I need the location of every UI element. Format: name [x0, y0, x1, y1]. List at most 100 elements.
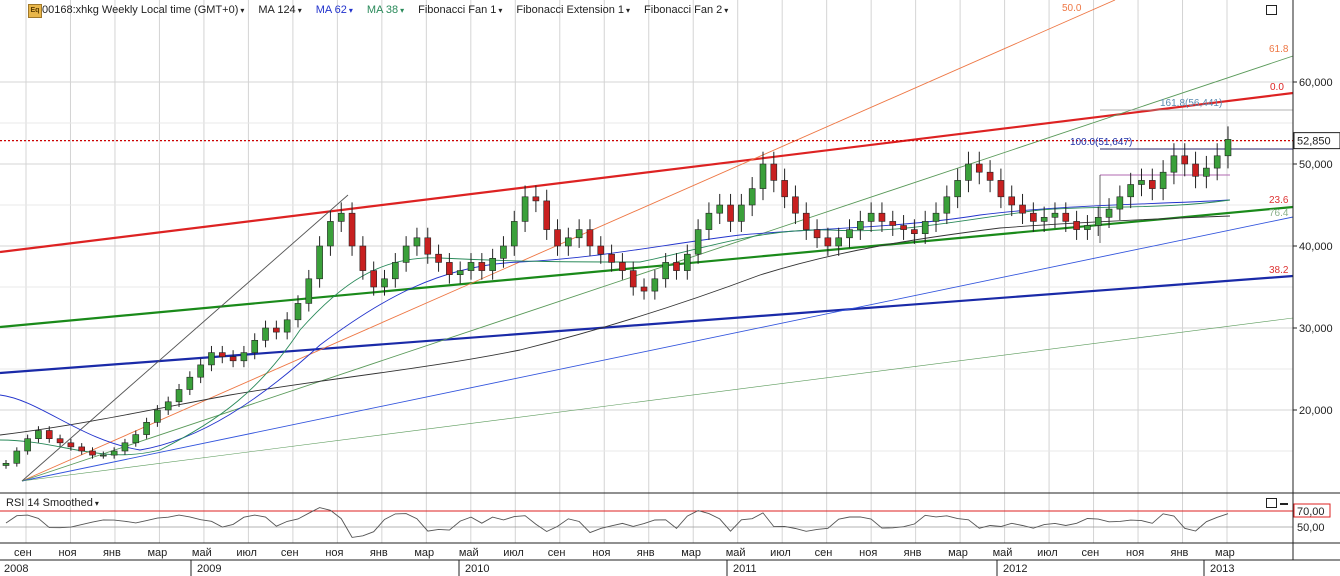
fib-label-ext-100: 100.0(51,647) [1070, 137, 1132, 148]
candle-body [175, 389, 183, 403]
candle-body [78, 446, 85, 452]
candle-body [294, 303, 302, 321]
month-label: мар [1215, 547, 1235, 559]
ma-124-line [0, 215, 1231, 436]
candle-body [413, 237, 421, 247]
candle-body [1094, 217, 1102, 226]
moving-averages [0, 199, 1231, 456]
candle-body [208, 352, 215, 366]
candle-body [619, 262, 626, 271]
candle-body [965, 163, 972, 181]
candle-body [359, 245, 367, 271]
maximize-main-icon[interactable] [1266, 5, 1277, 15]
candle-body [727, 204, 734, 222]
candle-body [435, 253, 442, 263]
fib-fan-blue-line [0, 274, 1294, 375]
candle-body [824, 237, 832, 247]
candle-body [1116, 196, 1124, 210]
candle-body [943, 196, 951, 214]
candle-body [1062, 212, 1070, 222]
candle-body [489, 257, 496, 271]
candle-body [683, 253, 691, 271]
candle-body [1203, 167, 1210, 177]
indicator-ma62[interactable]: MA 62 ▾ [315, 4, 353, 16]
candle-body [240, 352, 248, 362]
indicator-ma124[interactable]: MA 124 ▾ [258, 4, 302, 16]
price-tick-label: 30,000 [1299, 323, 1333, 335]
candle-body [975, 163, 983, 173]
candle-body [121, 442, 129, 452]
candle-body [1127, 184, 1134, 198]
candle-body [500, 245, 507, 259]
grid [0, 0, 1293, 543]
candle-body [673, 262, 680, 271]
rsi-line [5, 507, 1229, 538]
candle-body [305, 278, 313, 304]
candle-body [575, 229, 583, 239]
candle-body [154, 409, 161, 423]
candle-body [446, 262, 453, 275]
candle-body [273, 327, 280, 333]
candle-body [835, 237, 842, 247]
candle-body [1040, 217, 1048, 222]
chart-header: 00168:xhkg Weekly Local time (GMT+0) ▾ MA… [42, 2, 742, 18]
candle-body [694, 229, 702, 255]
indicator-fib-extension-1[interactable]: Fibonacci Extension 1 ▾ [516, 4, 631, 16]
candle-body [381, 278, 388, 288]
month-label: янв [904, 547, 922, 559]
candle-body [424, 237, 432, 255]
price-tick-label: 40,000 [1299, 241, 1333, 253]
candle-body [1008, 196, 1016, 206]
candle-body [1192, 163, 1199, 177]
rsi-title[interactable]: RSI 14 Smoothed ▾ [6, 497, 99, 509]
candle-body [932, 212, 940, 222]
candle-body [629, 270, 637, 288]
fib-label-382: 38.2 [1269, 265, 1289, 276]
candle-body [1138, 180, 1145, 185]
candle-body [56, 438, 64, 444]
candle-body [164, 401, 172, 411]
month-label: сен [281, 547, 299, 559]
month-label: сен [1082, 547, 1100, 559]
candle-body [586, 229, 594, 247]
candle-body [89, 450, 96, 456]
indicator-ma38[interactable]: MA 38 ▾ [366, 4, 405, 16]
month-label: мар [681, 547, 701, 559]
candle-body [13, 450, 21, 464]
month-label: янв [370, 547, 388, 559]
indicator-fib-fan-1[interactable]: Fibonacci Fan 1 ▾ [418, 4, 503, 16]
candle-body [954, 180, 961, 198]
fib-fan-black-line [21, 194, 349, 482]
indicator-fib-fan-2[interactable]: Fibonacci Fan 2 ▾ [644, 4, 729, 16]
fib-fan-618-line [21, 55, 1294, 482]
candle-body [35, 430, 42, 439]
month-label: ноя [325, 547, 343, 559]
symbol-label[interactable]: 00168:xhkg Weekly Local time (GMT+0) ▾ [42, 4, 245, 16]
candle-body [857, 221, 864, 230]
candle-body [608, 253, 615, 263]
candle-body [781, 180, 788, 198]
fib-label-618: 61.8 [1269, 44, 1289, 55]
candle-body [100, 454, 107, 457]
candle-body [1224, 139, 1232, 157]
candle-body [521, 196, 529, 222]
candle-body [597, 245, 605, 255]
price-tick-label: 60,000 [1299, 77, 1333, 89]
candle-body [543, 200, 551, 230]
candle-body [532, 196, 540, 202]
year-label: 2012 [1003, 563, 1027, 575]
candle-body [24, 438, 31, 452]
candle-body [1105, 208, 1113, 218]
month-label: май [993, 547, 1013, 559]
candle-body [770, 163, 778, 181]
minimize-rsi-icon[interactable] [1280, 503, 1288, 505]
month-label: янв [1171, 547, 1189, 559]
year-label: 2009 [197, 563, 221, 575]
candle-body [1170, 155, 1178, 173]
year-label: 2008 [4, 563, 28, 575]
maximize-rsi-icon[interactable] [1266, 498, 1277, 508]
candle-body [986, 171, 994, 181]
current-price-box [1293, 132, 1340, 150]
candle-body [337, 212, 345, 222]
